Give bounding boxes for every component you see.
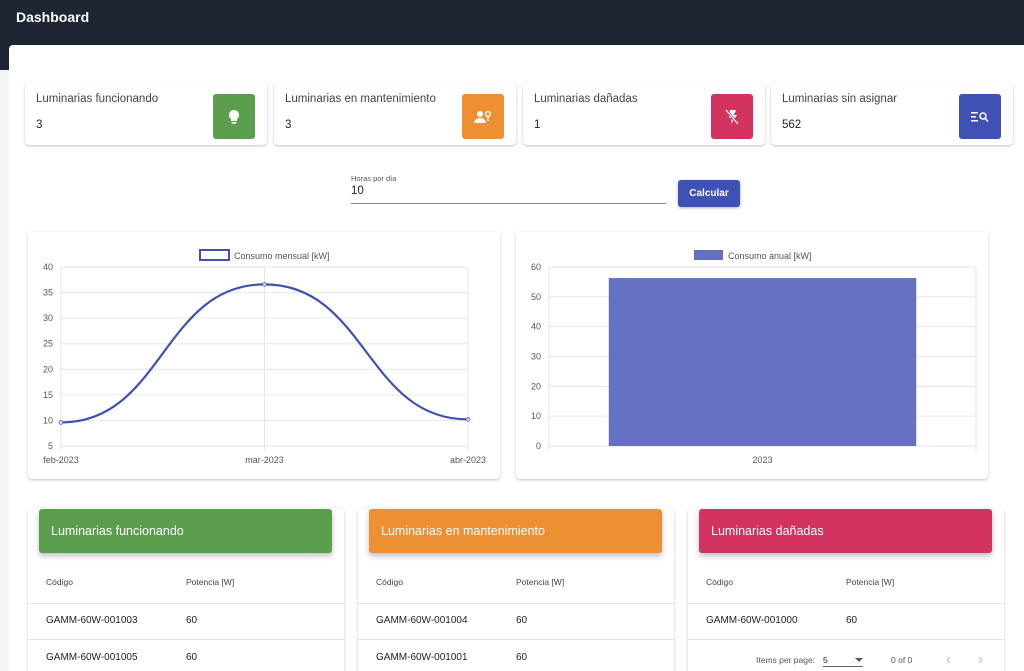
annual-consumption-chart: Consumo anual [kW] 60 50 40 30 20 10 0 2023 bbox=[516, 232, 988, 479]
paginator: Items per page: 5 0 of 0 ‹ › bbox=[688, 651, 1004, 671]
y-tick-label: 0 bbox=[536, 441, 541, 451]
cell-power: 60 bbox=[516, 615, 528, 626]
list-search-icon bbox=[959, 94, 1001, 139]
y-tick-label: 10 bbox=[43, 415, 53, 425]
row-divider bbox=[358, 603, 674, 604]
column-header-power[interactable]: Potencia [W] bbox=[846, 577, 895, 587]
legend-swatch bbox=[199, 249, 230, 261]
y-tick-label: 40 bbox=[43, 262, 53, 272]
stat-card-working: Luminarias funcionando 3 bbox=[25, 83, 267, 145]
cell-power: 60 bbox=[186, 615, 198, 626]
legend-swatch bbox=[694, 250, 723, 260]
hours-per-day-field[interactable]: Horas por día bbox=[351, 172, 666, 204]
bar bbox=[608, 278, 917, 446]
bar-chart-svg: Consumo anual [kW] 60 50 40 30 20 10 0 2023 bbox=[531, 250, 977, 465]
cell-power: 60 bbox=[516, 652, 528, 663]
line-chart-svg: Consumo mensual [kW] 40 35 30 25 20 15 10 5 feb-2… bbox=[43, 249, 486, 465]
column-header-code[interactable]: Código bbox=[706, 577, 733, 587]
x-tick-label: 2023 bbox=[752, 455, 772, 465]
y-tick-label: 20 bbox=[43, 364, 53, 374]
column-header-code[interactable]: Código bbox=[376, 577, 403, 587]
stat-card-damaged: Luminarias dañadas 1 bbox=[523, 83, 765, 145]
column-header-power[interactable]: Potencia [W] bbox=[516, 577, 565, 587]
stat-value: 1 bbox=[534, 119, 541, 131]
y-tick-label: 5 bbox=[48, 441, 53, 451]
cell-power: 60 bbox=[186, 652, 198, 663]
x-tick-label: feb-2023 bbox=[43, 455, 79, 465]
y-tick-label: 30 bbox=[43, 313, 53, 323]
items-per-page-label: Items per page: bbox=[756, 655, 816, 665]
legend-label: Consumo mensual [kW] bbox=[234, 251, 330, 261]
cell-power: 60 bbox=[846, 615, 858, 626]
data-point bbox=[58, 420, 64, 425]
data-point bbox=[262, 282, 267, 287]
next-page-button[interactable]: › bbox=[978, 651, 983, 668]
hours-field-label: Horas por día bbox=[351, 174, 397, 183]
table-damaged: Luminarias dañadas Código Potencia [W] G… bbox=[688, 508, 1004, 671]
table-working: Luminarias funcionando Código Potencia [… bbox=[28, 508, 344, 671]
cell-code: GAMM-60W-001005 bbox=[46, 652, 138, 663]
y-tick-label: 30 bbox=[531, 352, 541, 362]
y-tick-label: 15 bbox=[43, 390, 53, 400]
row-divider bbox=[28, 639, 344, 640]
page-range-label: 0 of 0 bbox=[891, 655, 913, 665]
cell-code: GAMM-60W-001000 bbox=[706, 615, 798, 626]
x-tick-label: abr-2023 bbox=[450, 455, 486, 465]
page-title: Dashboard bbox=[16, 9, 90, 25]
stat-label: Luminarias dañadas bbox=[534, 93, 638, 105]
legend-label: Consumo anual [kW] bbox=[728, 251, 812, 261]
flash-off-icon bbox=[711, 94, 753, 139]
table-maintenance: Luminarias en mantenimiento Código Poten… bbox=[358, 508, 674, 671]
calculate-button[interactable]: Calcular bbox=[678, 180, 740, 207]
monthly-consumption-chart: Consumo mensual [kW] 40 35 30 25 20 15 10 5 feb-2… bbox=[28, 232, 500, 479]
previous-page-button[interactable]: ‹ bbox=[946, 651, 951, 668]
y-tick-label: 60 bbox=[531, 262, 541, 272]
page-size-select[interactable]: 5 bbox=[823, 655, 863, 667]
row-divider bbox=[358, 639, 674, 640]
cell-code: GAMM-60W-001004 bbox=[376, 615, 468, 626]
stat-value: 562 bbox=[782, 119, 802, 131]
y-tick-label: 35 bbox=[43, 288, 53, 298]
person-maintenance-icon bbox=[462, 94, 504, 139]
x-tick-label: mar-2023 bbox=[245, 455, 284, 465]
y-tick-label: 40 bbox=[531, 322, 541, 332]
table-title: Luminarias en mantenimiento bbox=[369, 509, 662, 553]
y-tick-label: 10 bbox=[531, 411, 541, 421]
column-header-code[interactable]: Código bbox=[46, 577, 73, 587]
cell-code: GAMM-60W-001003 bbox=[46, 615, 138, 626]
stat-card-unassigned: Luminarias sin asignar 562 bbox=[771, 83, 1013, 145]
row-divider bbox=[28, 603, 344, 604]
stat-card-maintenance: Luminarias en mantenimiento 3 bbox=[274, 83, 516, 145]
stat-label: Luminarias funcionando bbox=[36, 93, 159, 105]
y-tick-label: 25 bbox=[43, 339, 53, 349]
hours-input[interactable] bbox=[351, 185, 651, 197]
y-tick-label: 50 bbox=[531, 292, 541, 302]
table-title: Luminarias dañadas bbox=[699, 509, 992, 553]
row-divider bbox=[688, 639, 1004, 640]
row-divider bbox=[688, 603, 1004, 604]
stat-label: Luminarias en mantenimiento bbox=[285, 93, 436, 105]
stat-value: 3 bbox=[36, 119, 43, 131]
lightbulb-icon bbox=[213, 94, 255, 139]
data-point bbox=[465, 417, 471, 422]
cell-code: GAMM-60W-001001 bbox=[376, 652, 468, 663]
chevron-down-icon bbox=[855, 658, 863, 662]
page-size-value: 5 bbox=[823, 655, 828, 665]
column-header-power[interactable]: Potencia [W] bbox=[186, 577, 235, 587]
y-tick-label: 20 bbox=[531, 381, 541, 391]
table-title: Luminarias funcionando bbox=[39, 509, 332, 553]
stat-label: Luminarias sin asignar bbox=[782, 93, 898, 105]
stat-value: 3 bbox=[285, 119, 292, 131]
